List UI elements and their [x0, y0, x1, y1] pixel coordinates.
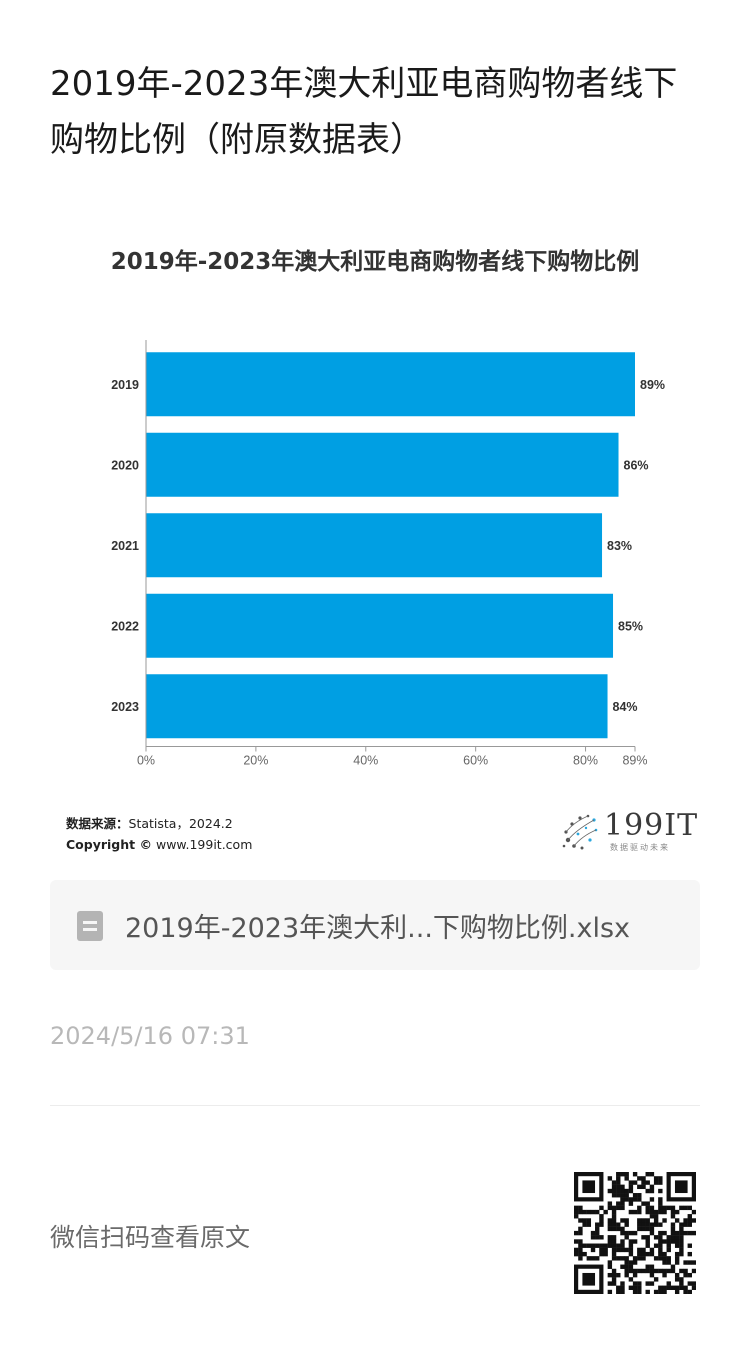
source-text: Statista，2024.2	[128, 816, 233, 831]
bar-2023	[146, 674, 608, 739]
publish-timestamp: 2024/5/16 07:31	[50, 1022, 250, 1050]
qr-code-icon[interactable]	[574, 1172, 696, 1294]
data-label-2021: 83%	[607, 539, 632, 553]
data-source: 数据来源：Statista，2024.2 Copyright © www.199…	[66, 813, 252, 855]
199it-logo: 199IT 数据驱动未来	[558, 806, 698, 862]
data-label-2023: 84%	[613, 700, 638, 714]
bar-2021	[146, 513, 603, 578]
x-tick-label-40: 40%	[353, 754, 378, 768]
data-label-2020: 86%	[624, 458, 649, 472]
category-label-2022: 2022	[111, 619, 139, 633]
bar-2022	[146, 593, 614, 658]
category-label-2020: 2020	[111, 458, 139, 472]
attachment-card[interactable]: 2019年-2023年澳大利...下购物比例.xlsx	[50, 880, 700, 970]
bar-2019	[146, 352, 635, 417]
copyright-text: www.199it.com	[155, 837, 253, 852]
divider	[50, 1105, 700, 1106]
category-label-2021: 2021	[111, 539, 139, 553]
x-tick-label-89: 89%	[622, 754, 647, 768]
copyright-label: Copyright ©	[66, 837, 152, 852]
x-tick-label-80: 80%	[573, 754, 598, 768]
article-title: 2019年-2023年澳大利亚电商购物者线下购物比例（附原数据表）	[50, 64, 678, 160]
logo-dots-icon	[562, 814, 598, 850]
bar-chart: 2019 89% 2020 86% 2021 83% 2022 85% 2023 84% 0% 20%…	[111, 340, 665, 768]
source-label: 数据来源：	[66, 816, 129, 831]
data-label-2019: 89%	[640, 378, 665, 392]
attachment-file-name[interactable]: 2019年-2023年澳大利...下购物比例.xlsx	[125, 913, 631, 944]
x-tick-label-60: 60%	[463, 754, 488, 768]
x-tick-label-0: 0%	[137, 754, 155, 768]
logo-tagline: 数据驱动未来	[610, 843, 670, 852]
scan-hint: 微信扫码查看原文	[50, 1223, 251, 1252]
category-label-2023: 2023	[111, 700, 139, 714]
logo-text: 199IT	[604, 808, 699, 843]
chart-title: 2019年-2023年澳大利亚电商购物者线下购物比例	[110, 249, 640, 275]
spreadsheet-file-icon	[77, 911, 103, 941]
bar-2020	[146, 432, 619, 497]
category-label-2019: 2019	[111, 378, 139, 392]
data-label-2022: 85%	[618, 619, 643, 633]
x-tick-label-20: 20%	[243, 754, 268, 768]
